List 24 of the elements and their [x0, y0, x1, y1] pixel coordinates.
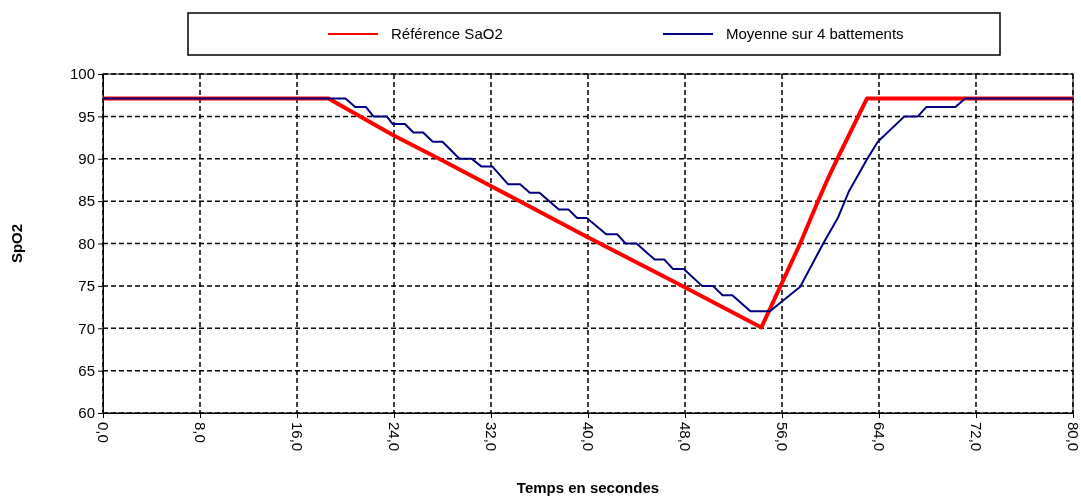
- x-tick-label: 48,0: [677, 422, 695, 452]
- y-tick-label: 80: [78, 234, 95, 252]
- y-tick-label: 65: [78, 361, 95, 379]
- y-tick-label: 100: [69, 65, 95, 83]
- x-tick-label: 24,0: [386, 422, 404, 452]
- legend-label: Référence SaO2: [391, 25, 503, 43]
- y-axis-title: SpO2: [8, 223, 25, 264]
- x-tick-label: 64,0: [871, 422, 889, 452]
- y-tick-label: 95: [78, 107, 95, 125]
- x-tick-label: 32,0: [483, 422, 501, 452]
- x-tick-label: 8,0: [192, 422, 210, 443]
- y-tick-label: 70: [78, 319, 95, 337]
- x-tick-label: 0,0: [95, 422, 113, 443]
- x-tick-label: 80,0: [1065, 422, 1081, 452]
- x-axis-title: Temps en secondes: [516, 479, 660, 496]
- y-tick-label: 85: [78, 192, 95, 210]
- y-tick-label: 90: [78, 150, 95, 168]
- y-tick-label: 60: [78, 404, 95, 422]
- x-tick-label: 16,0: [289, 422, 307, 452]
- x-tick-label: 56,0: [774, 422, 792, 452]
- x-tick-label: 40,0: [580, 422, 598, 452]
- x-tick-label: 72,0: [968, 422, 986, 452]
- legend-label: Moyenne sur 4 battements: [726, 25, 904, 43]
- y-tick-label: 75: [78, 277, 95, 295]
